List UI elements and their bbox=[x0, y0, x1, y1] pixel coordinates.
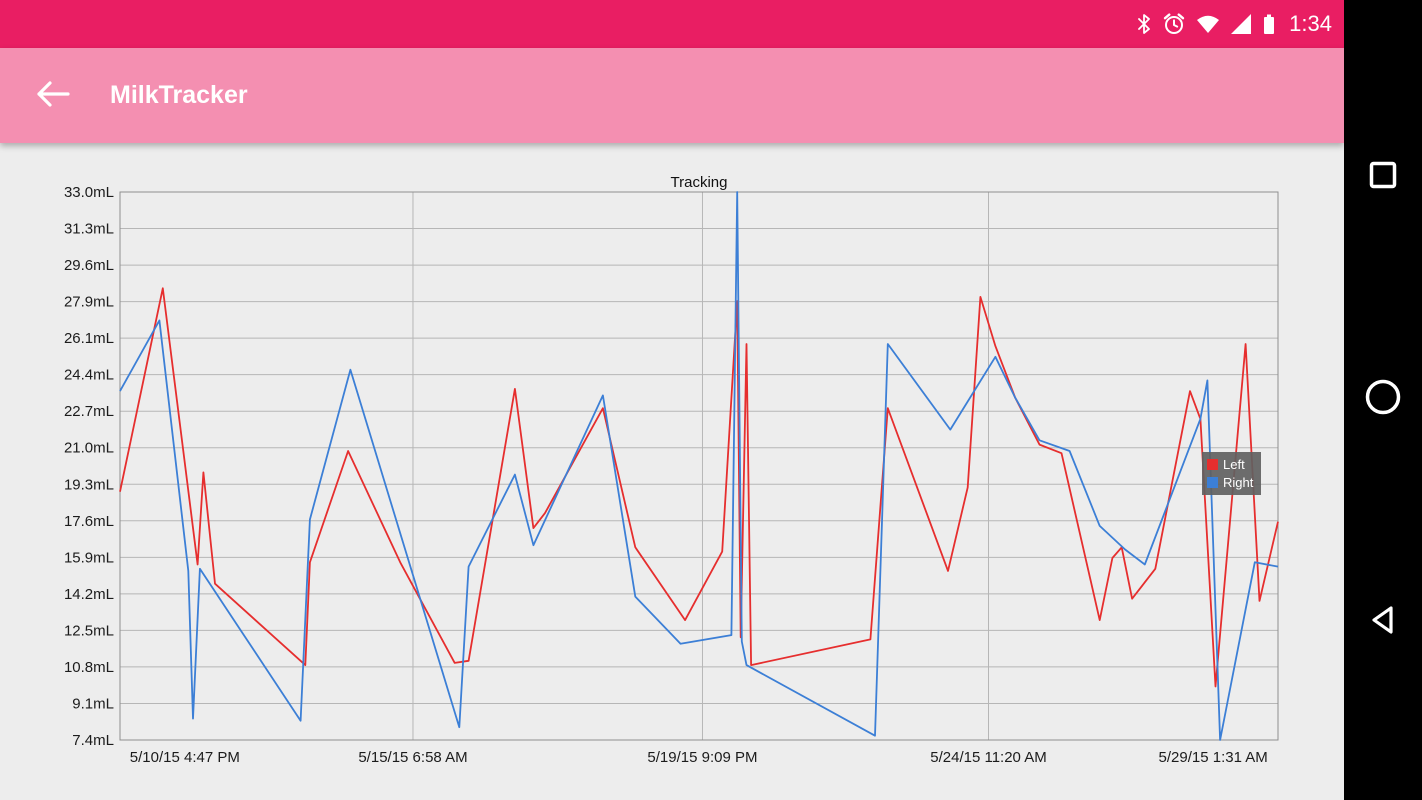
y-axis-tick: 12.5mL bbox=[64, 622, 114, 639]
back-arrow-icon bbox=[33, 77, 71, 114]
x-axis-tick: 5/19/15 9:09 PM bbox=[647, 749, 757, 766]
y-axis-tick: 31.3mL bbox=[64, 221, 114, 238]
y-axis-tick: 33.0mL bbox=[64, 184, 114, 201]
legend-label: Right bbox=[1223, 474, 1254, 490]
left-series-line bbox=[119, 287, 1279, 688]
legend-item-left: Left bbox=[1207, 455, 1253, 473]
legend-label: Left bbox=[1223, 456, 1245, 472]
y-axis-tick: 29.6mL bbox=[64, 257, 114, 274]
app-bar: MilkTracker bbox=[0, 48, 1344, 143]
home-button[interactable] bbox=[1364, 378, 1402, 416]
right-swatch-icon bbox=[1207, 476, 1218, 488]
plot-border bbox=[119, 191, 1279, 741]
back-triangle-icon bbox=[1366, 606, 1400, 640]
y-axis-tick: 24.4mL bbox=[64, 367, 114, 384]
y-axis-tick: 7.4mL bbox=[72, 732, 114, 749]
recents-square-icon bbox=[1367, 161, 1399, 194]
y-axis-tick: 27.9mL bbox=[64, 294, 114, 311]
y-axis-tick: 10.8mL bbox=[64, 659, 114, 676]
y-axis-tick: 19.3mL bbox=[64, 476, 114, 493]
y-axis-tick: 21.0mL bbox=[64, 440, 114, 457]
tracking-chart[interactable]: 33.0mL 31.3mL 29.6mL 27.9mL 26.1mL 24.4mL 22.7… bbox=[0, 143, 1344, 800]
home-circle-icon bbox=[1364, 379, 1402, 419]
right-series-line bbox=[119, 191, 1279, 741]
app-title: MilkTracker bbox=[110, 81, 248, 109]
status-time: 1:34 bbox=[1289, 11, 1332, 36]
back-nav-button[interactable] bbox=[1366, 603, 1400, 637]
x-axis-tick: 5/29/15 1:31 AM bbox=[1159, 749, 1268, 766]
recents-button[interactable] bbox=[1367, 159, 1399, 191]
status-bar: 1:34 bbox=[0, 0, 1344, 48]
chart-title: Tracking bbox=[670, 174, 728, 191]
y-axis-tick: 17.6mL bbox=[64, 513, 114, 530]
alarm-icon bbox=[1162, 12, 1186, 36]
chart-legend: Left Right bbox=[1202, 452, 1262, 495]
y-axis-tick: 15.9mL bbox=[64, 549, 114, 566]
bluetooth-icon bbox=[1136, 12, 1152, 36]
back-button[interactable] bbox=[30, 74, 74, 118]
chart-area: Tracking 33.0mL 31.3mL 29.6mL 27.9mL 26.1mL 2… bbox=[0, 143, 1344, 800]
x-axis-tick: 5/24/15 11:20 AM bbox=[930, 749, 1046, 766]
battery-icon bbox=[1262, 12, 1276, 36]
y-axis-tick: 14.2mL bbox=[64, 586, 114, 603]
y-axis-tick: 9.1mL bbox=[72, 695, 114, 712]
legend-item-right: Right bbox=[1207, 473, 1253, 491]
signal-strength-icon bbox=[1230, 13, 1252, 35]
x-axis-tick: 5/15/15 6:58 AM bbox=[358, 749, 467, 766]
y-axis-tick: 22.7mL bbox=[64, 403, 114, 420]
y-axis-tick: 26.1mL bbox=[64, 330, 114, 347]
x-axis-tick: 5/10/15 4:47 PM bbox=[130, 749, 240, 766]
left-swatch-icon bbox=[1207, 458, 1218, 470]
wifi-icon bbox=[1196, 14, 1220, 34]
navigation-bar bbox=[1344, 0, 1422, 800]
